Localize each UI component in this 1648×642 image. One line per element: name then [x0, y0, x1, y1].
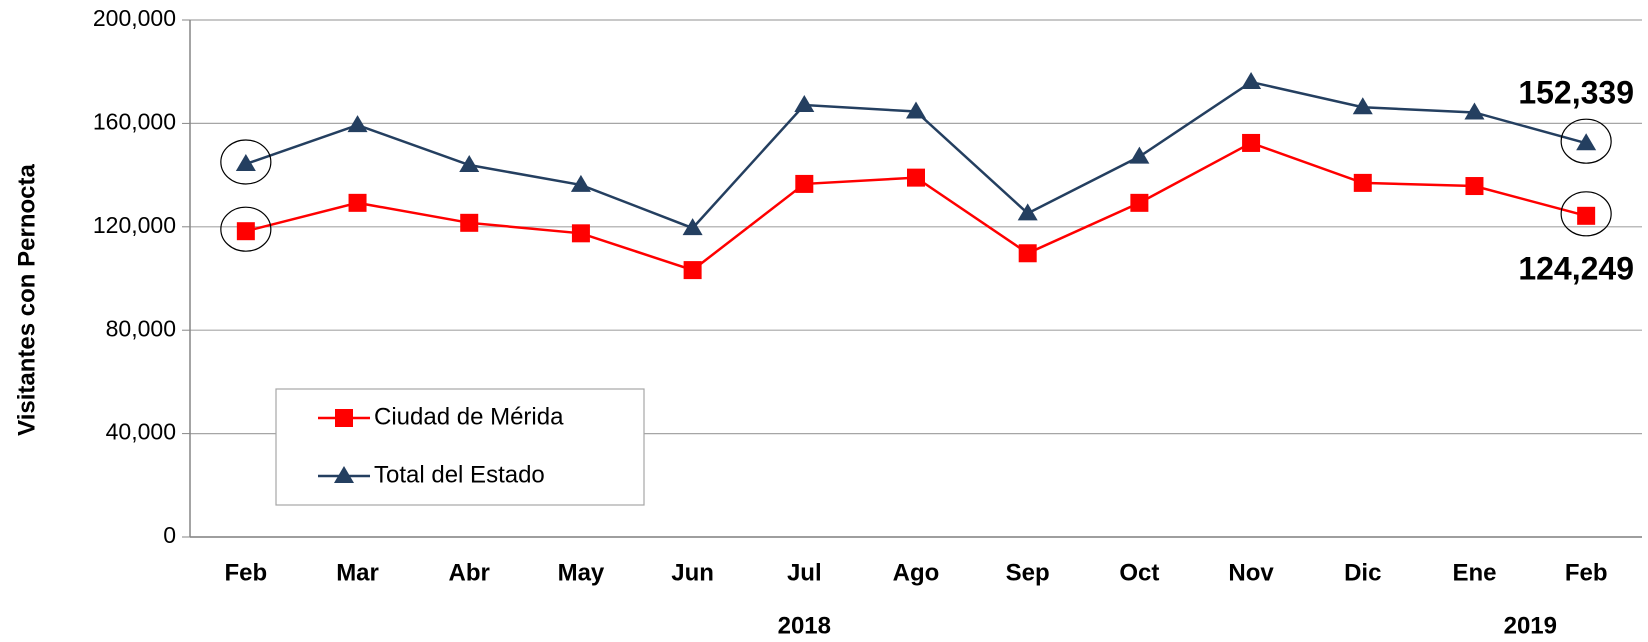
x-tick-label: Ago: [893, 559, 940, 586]
x-tick-label: Nov: [1228, 559, 1274, 586]
x-tick-label: Abr: [449, 559, 490, 586]
x-tick-label: Dic: [1344, 559, 1381, 586]
y-tick-label: 200,000: [93, 5, 176, 31]
y-tick-label: 160,000: [93, 108, 176, 134]
point: [1130, 193, 1149, 212]
x-tick-label: Jul: [787, 559, 822, 586]
year-label: 2019: [1504, 612, 1557, 639]
y-tick-label: 120,000: [93, 212, 176, 238]
point: [1465, 177, 1484, 196]
point: [1129, 146, 1150, 164]
x-tick-label: Mar: [336, 559, 379, 586]
point: [1017, 203, 1038, 221]
legend-box: [275, 388, 645, 506]
point: [335, 409, 353, 427]
point: [570, 174, 591, 192]
point: [1576, 133, 1597, 151]
point: [1242, 133, 1261, 152]
x-tick-label: Jun: [671, 559, 714, 586]
point: [334, 466, 354, 483]
point: [907, 168, 925, 187]
point: [236, 222, 255, 241]
y-tick-label: 80,000: [106, 315, 176, 341]
point: [347, 115, 368, 133]
point: [682, 218, 703, 236]
highlight-circle: [220, 139, 272, 185]
point: [459, 155, 480, 173]
y-tick-label: 0: [163, 522, 176, 548]
point: [1352, 97, 1373, 115]
point: [794, 95, 815, 113]
point: [683, 261, 702, 280]
value-label: 152,339: [1518, 75, 1634, 111]
point: [906, 101, 926, 119]
highlight-circle: [220, 206, 272, 252]
year-label: 2018: [778, 612, 831, 639]
y-axis-label: Visitantes con Pernocta: [13, 164, 40, 436]
x-tick-label: Feb: [225, 559, 268, 586]
value-label: 124,249: [1518, 250, 1634, 286]
highlight-circle: [1560, 118, 1612, 164]
point: [1577, 206, 1596, 225]
x-tick-label: Feb: [1565, 559, 1608, 586]
point: [1464, 102, 1485, 120]
point: [460, 213, 479, 232]
legend-label: Ciudad de Mérida: [374, 403, 564, 430]
legend-label: Total del Estado: [374, 461, 545, 488]
x-tick-label: Sep: [1006, 559, 1050, 586]
point: [1241, 72, 1262, 90]
point: [348, 193, 367, 212]
point: [571, 224, 590, 243]
x-tick-label: Oct: [1119, 559, 1159, 586]
x-tick-label: May: [558, 559, 605, 586]
point: [795, 174, 814, 193]
y-tick-label: 40,000: [106, 419, 176, 445]
point: [1018, 244, 1037, 263]
point: [1353, 173, 1372, 192]
highlight-circle: [1560, 191, 1612, 237]
x-tick-label: Ene: [1452, 559, 1496, 586]
point: [235, 153, 256, 171]
series-line: [245, 141, 1587, 272]
